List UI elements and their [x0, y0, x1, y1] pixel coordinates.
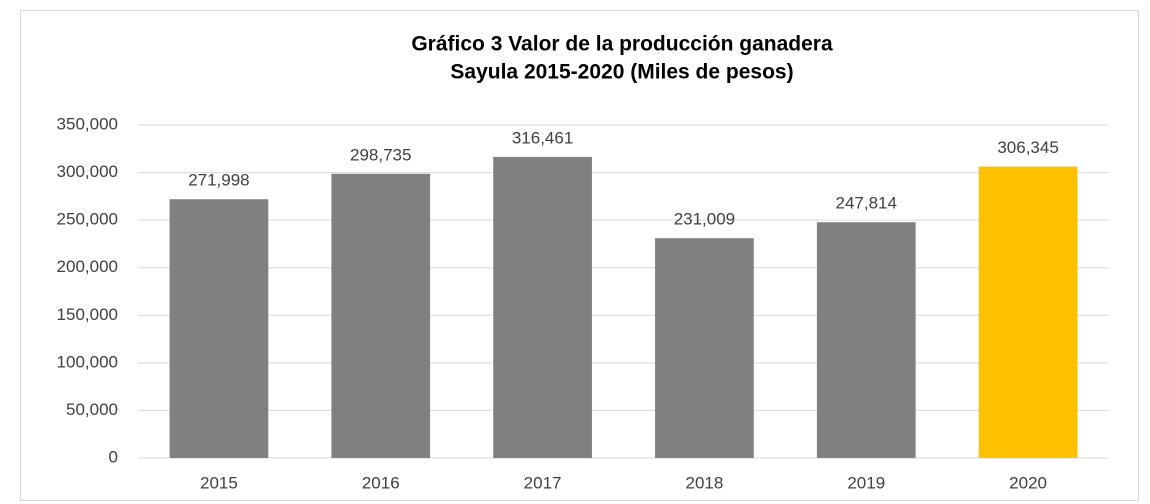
x-tick-label: 2015: [200, 473, 238, 492]
bar: [978, 166, 1078, 458]
bar: [331, 173, 431, 459]
chart-title: Gráfico 3 Valor de la producción ganader…: [411, 33, 833, 56]
y-tick-label: 100,000: [57, 352, 118, 371]
data-label: 247,814: [836, 194, 897, 213]
x-tick-label: 2019: [847, 473, 885, 492]
data-label: 298,735: [350, 145, 411, 164]
data-label: 316,461: [512, 128, 573, 147]
y-tick-label: 350,000: [57, 114, 118, 133]
bar: [169, 199, 269, 459]
y-tick-label: 150,000: [57, 305, 118, 324]
data-label: 231,009: [674, 210, 735, 229]
x-tick-label: 2017: [524, 473, 562, 492]
y-tick-label: 250,000: [57, 210, 118, 229]
y-tick-label: 50,000: [66, 400, 118, 419]
y-tick-label: 300,000: [57, 162, 118, 181]
bar: [493, 156, 592, 458]
x-tick-label: 2020: [1009, 473, 1047, 492]
y-tick-label: 0: [109, 447, 118, 466]
x-tick-label: 2016: [362, 473, 400, 492]
data-label: 306,345: [997, 138, 1058, 157]
data-label: 271,998: [188, 171, 249, 190]
chart-title: Sayula 2015-2020 (Miles de pesos): [450, 61, 793, 84]
bar: [655, 238, 754, 458]
x-tick-label: 2018: [686, 473, 724, 492]
bar: [816, 222, 916, 458]
y-tick-label: 200,000: [57, 257, 118, 276]
